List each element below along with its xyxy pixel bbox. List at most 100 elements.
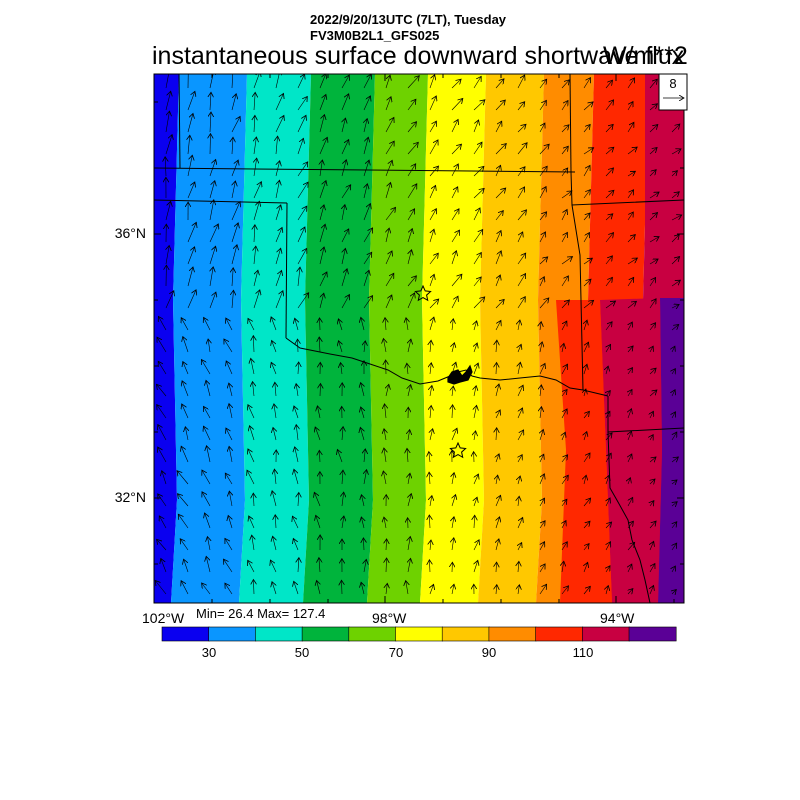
wind-vector xyxy=(187,247,195,265)
wind-vector xyxy=(562,390,567,397)
wind-vector xyxy=(518,455,522,463)
wind-vector xyxy=(272,341,277,353)
wind-vector xyxy=(452,319,453,331)
wind-vector xyxy=(628,589,633,594)
plot-units: W/m**2 xyxy=(603,42,688,70)
wind-vector xyxy=(518,362,520,375)
x-tick-label: 102°W xyxy=(142,610,185,626)
wind-vector xyxy=(275,271,282,287)
wind-vector xyxy=(649,79,657,89)
wind-vector xyxy=(408,339,411,353)
wind-vector xyxy=(628,409,632,419)
wind-vector xyxy=(539,584,547,595)
wind-vector xyxy=(451,99,463,111)
wind-vector xyxy=(628,497,633,507)
wind-vector xyxy=(363,160,369,177)
wind-vector xyxy=(232,181,235,199)
wind-vector xyxy=(451,144,462,155)
wind-vector xyxy=(297,115,306,133)
wind-vector xyxy=(671,305,679,309)
wind-vector xyxy=(254,115,255,133)
wind-vector xyxy=(209,224,218,243)
wind-vector xyxy=(496,275,500,287)
wind-vector xyxy=(158,316,167,331)
wind-vector xyxy=(181,318,189,331)
wind-vector xyxy=(562,521,566,529)
wind-vector xyxy=(361,517,364,529)
wind-vector xyxy=(429,96,436,111)
wind-vector xyxy=(385,160,392,177)
wind-vector xyxy=(605,190,614,199)
wind-vector xyxy=(338,319,342,331)
wind-vector xyxy=(361,407,364,419)
wind-vector xyxy=(363,137,368,155)
wind-vector xyxy=(363,296,373,309)
wind-vector xyxy=(231,74,234,89)
y-tick-label: 36°N xyxy=(115,225,146,241)
wind-vector xyxy=(474,497,477,507)
wind-vector xyxy=(407,99,416,111)
colorbar-tick-label: 110 xyxy=(573,645,594,660)
wind-vector xyxy=(561,542,567,551)
wind-vector xyxy=(430,363,431,375)
wind-vector xyxy=(561,364,568,375)
wind-vector xyxy=(517,232,523,243)
x-tick-label: 98°W xyxy=(372,610,407,626)
wind-vector xyxy=(473,120,479,133)
wind-vector xyxy=(205,513,211,529)
wind-vector xyxy=(408,250,412,265)
wind-vector xyxy=(627,171,635,176)
wind-vector xyxy=(473,540,479,551)
wind-vector xyxy=(605,214,613,221)
wind-vector xyxy=(182,381,189,397)
wind-vector xyxy=(407,448,408,463)
plot-title: instantaneous surface downward shortwave… xyxy=(152,42,685,70)
wind-vector xyxy=(561,146,568,155)
wind-vector xyxy=(298,493,299,507)
wind-vector xyxy=(540,322,541,331)
wind-vector xyxy=(474,515,475,529)
wind-vector xyxy=(451,251,456,265)
wind-vector xyxy=(232,137,233,155)
wind-vector xyxy=(539,144,549,155)
wind-vector xyxy=(229,491,232,507)
wind-vector xyxy=(495,165,501,177)
wind-vector xyxy=(253,182,261,199)
wind-vector xyxy=(605,433,612,441)
wind-vector xyxy=(496,454,499,463)
wind-vector xyxy=(628,478,630,485)
wind-vector xyxy=(209,181,215,199)
wind-vector xyxy=(496,475,498,485)
wind-vector xyxy=(178,494,189,507)
wind-vector xyxy=(539,257,548,265)
wind-vector xyxy=(430,229,434,243)
wind-vector xyxy=(165,135,172,155)
wind-vector xyxy=(606,586,608,595)
wind-vector xyxy=(294,469,299,485)
wind-vector xyxy=(672,171,677,176)
wind-vector xyxy=(319,137,327,155)
wind-vector xyxy=(451,230,460,243)
colorbar-tick-label: 30 xyxy=(202,645,216,660)
wind-vector xyxy=(385,318,386,331)
wind-vector xyxy=(229,404,232,419)
wind-vector xyxy=(385,141,394,155)
wind-vector xyxy=(225,538,233,551)
wind-vector xyxy=(605,277,612,287)
wind-vector xyxy=(341,269,347,287)
wind-vector xyxy=(185,427,188,441)
wind-vector xyxy=(386,539,387,551)
wind-vector xyxy=(294,406,298,419)
wind-vector xyxy=(232,290,234,309)
wind-vector xyxy=(319,224,325,243)
wind-vector xyxy=(341,185,351,199)
wind-vector xyxy=(539,363,545,375)
wind-vector xyxy=(248,449,255,463)
colorbar xyxy=(161,626,677,642)
wind-vector xyxy=(628,322,632,331)
wind-vector xyxy=(158,494,167,507)
wind-vector xyxy=(496,517,500,529)
wind-vector xyxy=(540,430,543,441)
wind-vector xyxy=(253,290,260,309)
